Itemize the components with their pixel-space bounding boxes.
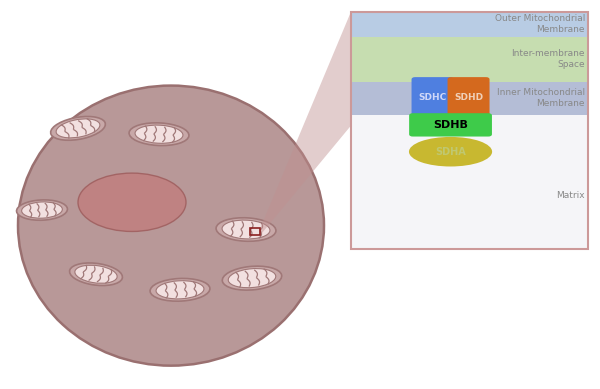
- Ellipse shape: [222, 266, 282, 290]
- Ellipse shape: [156, 281, 204, 299]
- FancyBboxPatch shape: [412, 77, 454, 117]
- Ellipse shape: [75, 265, 117, 283]
- Ellipse shape: [129, 123, 189, 145]
- Text: SDHC: SDHC: [418, 93, 446, 102]
- Ellipse shape: [409, 137, 492, 166]
- Ellipse shape: [135, 125, 183, 143]
- Ellipse shape: [22, 202, 62, 218]
- FancyBboxPatch shape: [448, 77, 490, 117]
- Ellipse shape: [78, 173, 186, 231]
- Polygon shape: [260, 12, 351, 235]
- Ellipse shape: [216, 218, 276, 241]
- Bar: [250, 228, 260, 235]
- Ellipse shape: [222, 220, 270, 239]
- Ellipse shape: [56, 119, 100, 138]
- Bar: [351, 37, 588, 82]
- Ellipse shape: [18, 86, 324, 366]
- Text: SDHB: SDHB: [433, 120, 468, 130]
- Text: SDHD: SDHD: [454, 93, 483, 102]
- Ellipse shape: [150, 279, 210, 301]
- Bar: [351, 115, 588, 249]
- Ellipse shape: [50, 116, 106, 140]
- Text: Outer Mitochondrial
Membrane: Outer Mitochondrial Membrane: [494, 14, 585, 34]
- Bar: [351, 12, 588, 37]
- Text: Inter-membrane
Space: Inter-membrane Space: [511, 49, 585, 69]
- Bar: [351, 12, 588, 249]
- Text: Matrix: Matrix: [556, 191, 585, 200]
- Bar: [351, 12, 588, 249]
- FancyBboxPatch shape: [409, 113, 492, 137]
- Ellipse shape: [228, 268, 276, 288]
- Text: SDHA: SDHA: [435, 147, 466, 157]
- Ellipse shape: [70, 263, 122, 286]
- Ellipse shape: [17, 200, 67, 220]
- Text: Inner Mitochondrial
Membrane: Inner Mitochondrial Membrane: [497, 88, 585, 108]
- Bar: [351, 82, 588, 115]
